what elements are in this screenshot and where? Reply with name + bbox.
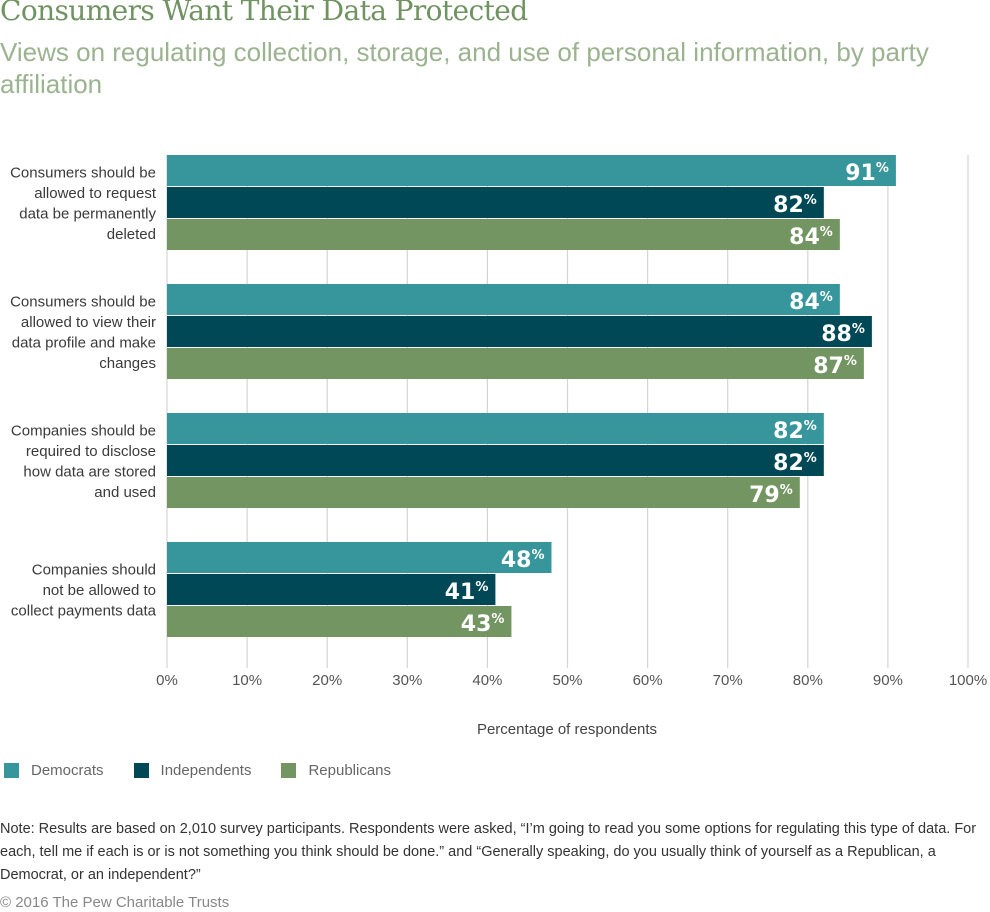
legend: Democrats Independents Republicans: [4, 762, 391, 779]
data-label: 82%: [773, 193, 817, 218]
legend-item-independents: Independents: [133, 762, 252, 779]
x-tick-label: 40%: [472, 672, 502, 689]
category-label: Consumers should be allowed to request dat…: [10, 164, 157, 243]
x-axis-title: Percentage of respondents: [477, 721, 657, 738]
chart-title: Consumers Want Their Data Protected: [0, 0, 528, 27]
bar-independents-0: [167, 187, 824, 218]
category-label: Companies should be required to disclose h…: [11, 422, 156, 501]
copyright: © 2016 The Pew Charitable Trusts: [0, 894, 230, 911]
x-tick-label: 70%: [713, 672, 743, 689]
data-label: 87%: [813, 354, 857, 379]
legend-item-democrats: Democrats: [4, 762, 104, 779]
legend-swatch-democrats: [4, 763, 19, 778]
x-tick-label: 30%: [392, 672, 422, 689]
data-label: 82%: [773, 419, 817, 444]
bar-republicans-0: [167, 219, 840, 250]
x-tick-label: 100%: [949, 672, 987, 689]
data-label: 41%: [445, 580, 489, 605]
bar-republicans-2: [167, 477, 800, 508]
category-labels: Consumers should be allowed to request dat…: [10, 164, 157, 619]
x-tick-label: 80%: [793, 672, 823, 689]
legend-label-democrats: Democrats: [31, 762, 104, 779]
x-tick-label: 60%: [633, 672, 663, 689]
x-axis-ticks: 0% 10% 20% 30% 40% 50% 60% 70% 80% 90% 100%: [156, 672, 987, 689]
legend-label-republicans: Republicans: [308, 762, 392, 779]
data-label: 48%: [501, 548, 545, 573]
bar-democrats-2: [167, 413, 824, 444]
bar-independents-1: [167, 316, 872, 347]
x-tick-label: 90%: [873, 672, 903, 689]
data-label: 79%: [749, 483, 793, 508]
data-label: 43%: [461, 612, 505, 637]
legend-label-independents: Independents: [160, 762, 252, 779]
category-label: Companies should not be allowed to collect…: [11, 562, 157, 620]
x-tick-label: 10%: [232, 672, 262, 689]
chart-subtitle: Views on regulating collection, storage,…: [0, 37, 929, 99]
bar-democrats-1: [167, 284, 840, 315]
bar-democrats-0: [167, 155, 896, 186]
bar-republicans-1: [167, 348, 864, 379]
data-label: 82%: [773, 451, 817, 476]
legend-swatch-independents: [133, 763, 149, 778]
data-label: 88%: [821, 322, 865, 347]
data-label: 84%: [789, 225, 833, 250]
legend-item-republicans: Republicans: [281, 762, 391, 779]
data-label: 84%: [789, 290, 833, 315]
legend-swatch-republicans: [281, 763, 297, 778]
data-label: 91%: [845, 161, 889, 186]
bars: 91% 84% 82% 48% 82% 88% 82% 41% 84% 87% 79% 43%: [167, 155, 896, 637]
bar-democrats-3: [167, 542, 552, 573]
bar-independents-2: [167, 445, 824, 476]
bar-chart: 91% 84% 82% 48% 82% 88% 82% 41% 84% 87% 79% 43% Con…: [10, 155, 987, 738]
x-tick-label: 50%: [552, 672, 582, 689]
x-tick-label: 0%: [156, 672, 178, 689]
chart-note: Note: Results are based on 2,010 survey …: [0, 821, 977, 883]
bar-independents-3: [167, 574, 496, 605]
bar-republicans-3: [167, 606, 512, 637]
category-label: Consumers should be allowed to view their…: [10, 293, 156, 372]
x-tick-label: 20%: [312, 672, 342, 689]
